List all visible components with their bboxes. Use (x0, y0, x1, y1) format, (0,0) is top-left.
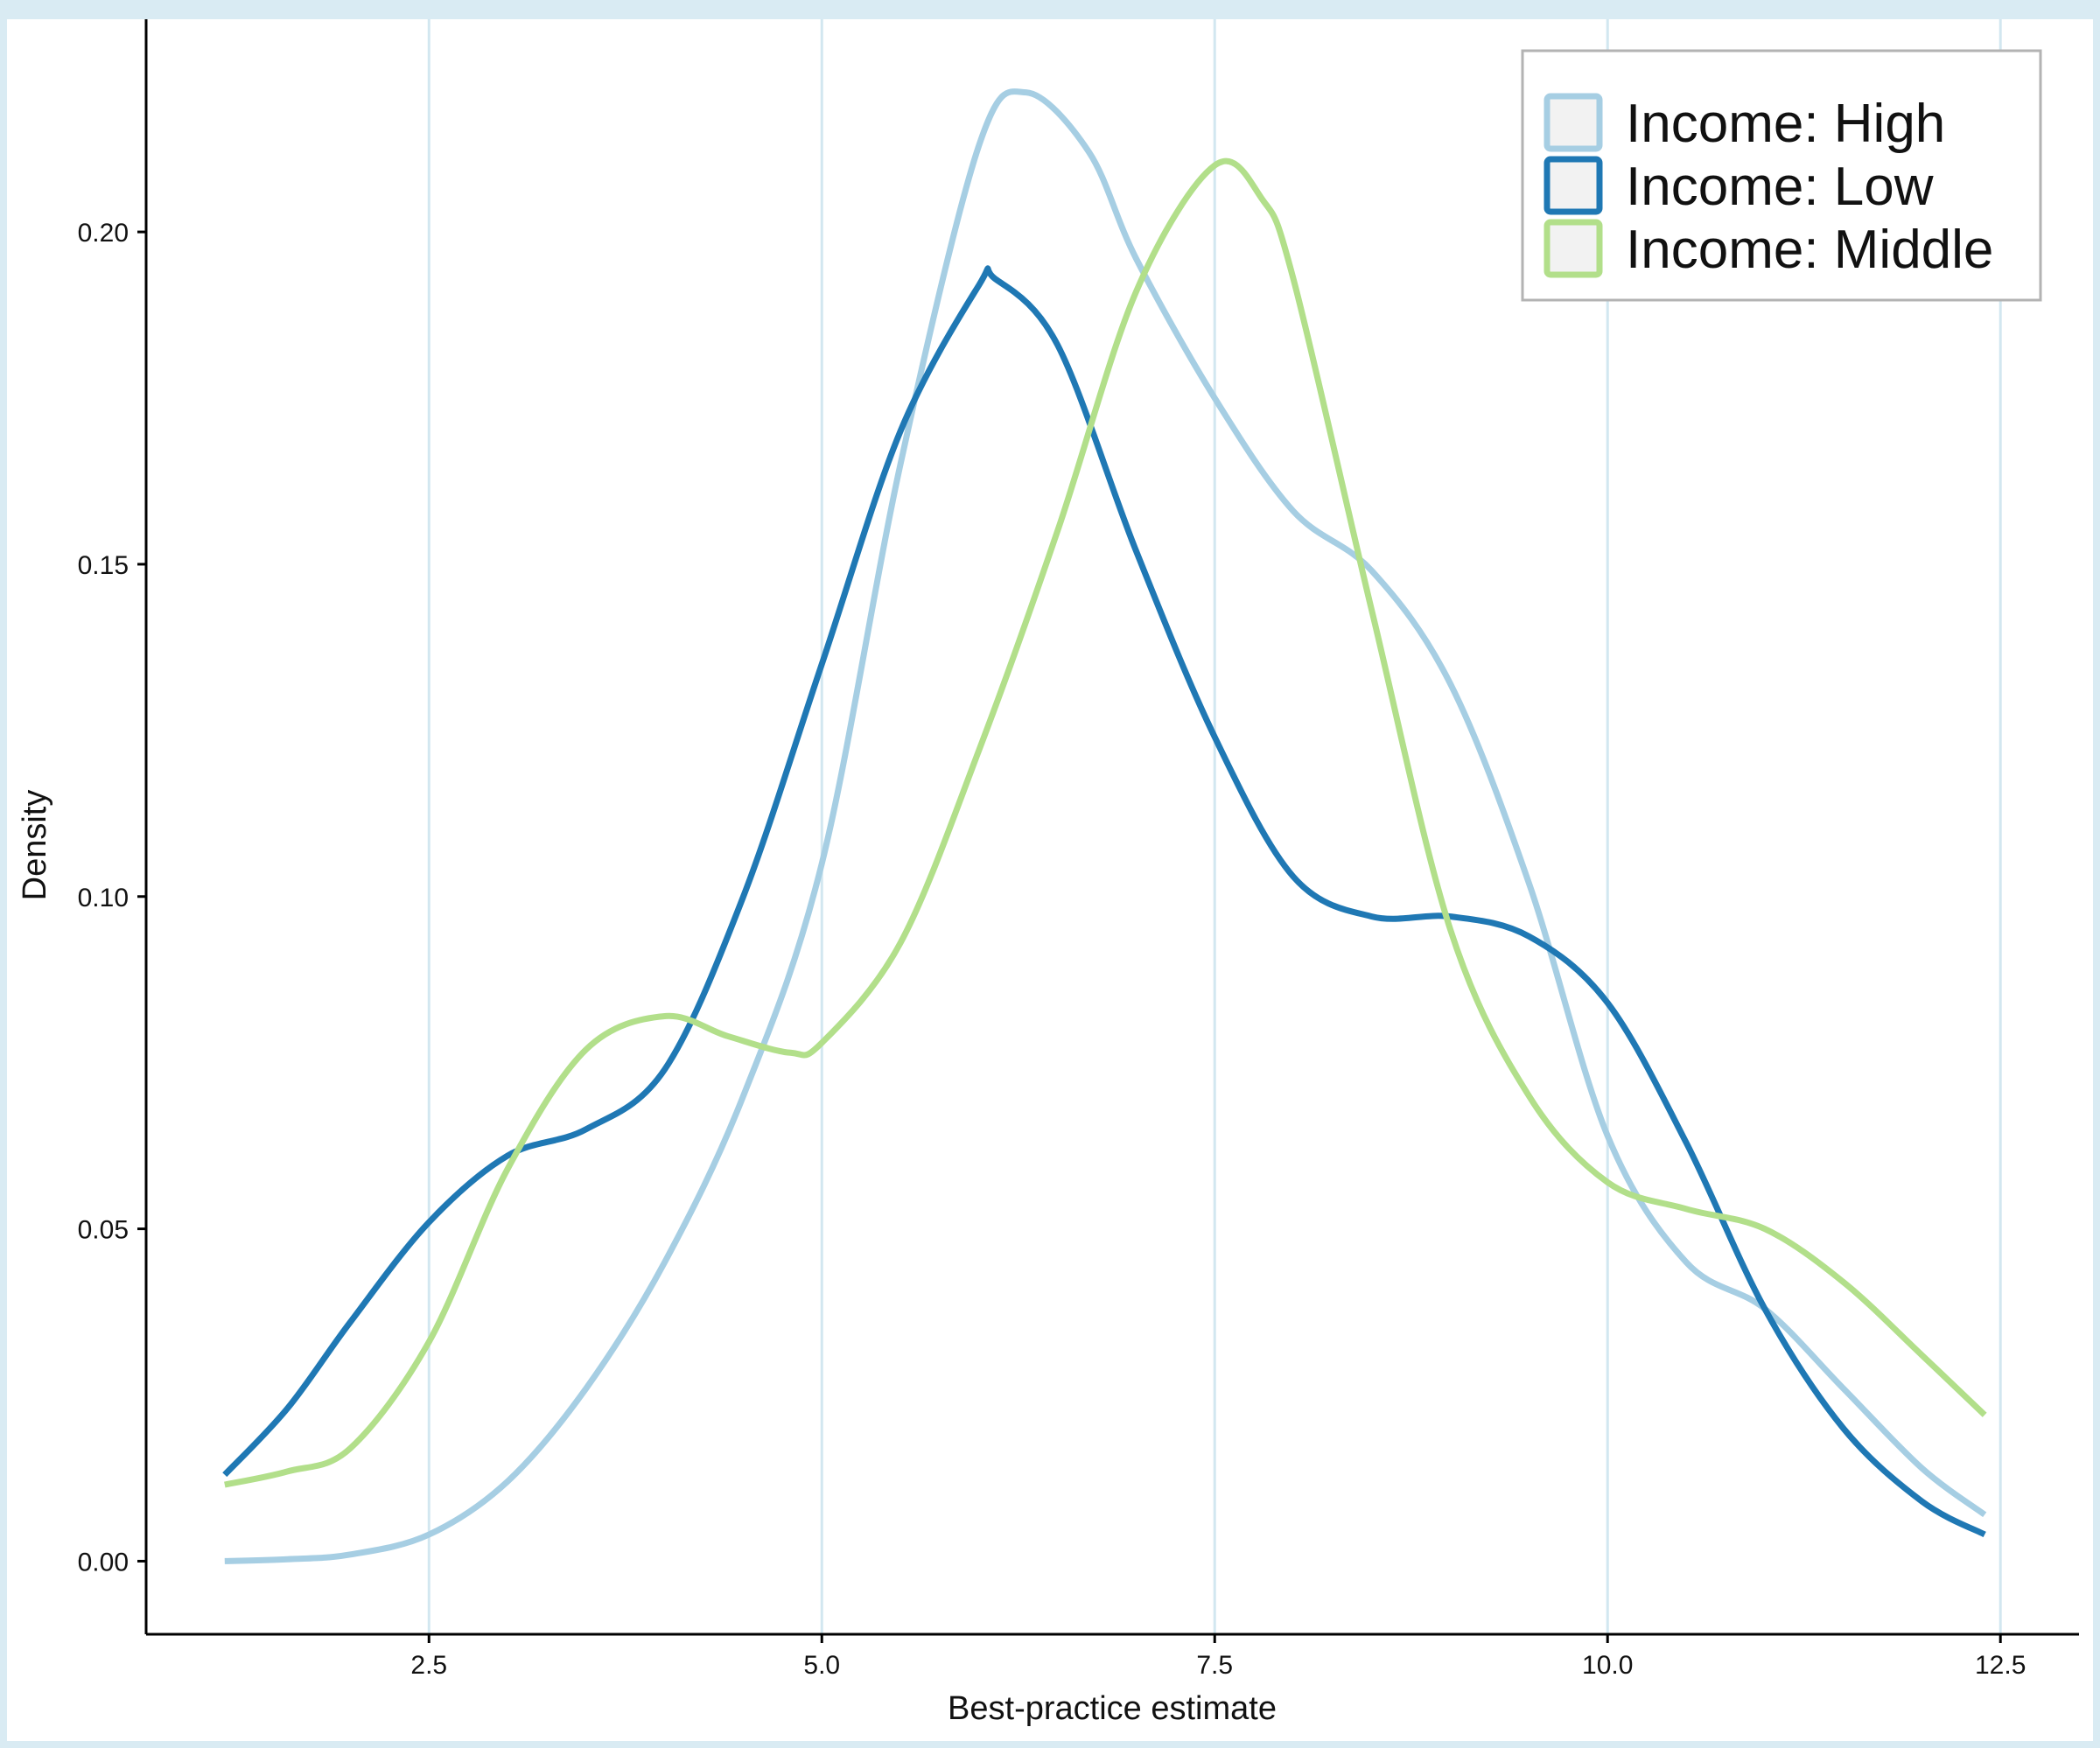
series-line-income-middle (224, 157, 1987, 1488)
legend-key-income-middle (1544, 219, 1603, 278)
x-axis-title: Best-practice estimate (948, 1690, 1277, 1727)
plot-background (7, 19, 2093, 1741)
legend-box (1521, 49, 2042, 302)
y-axis-title: Density (17, 790, 53, 901)
x-tick-label: 5.0 (803, 1651, 840, 1680)
x-tick-label: 2.5 (410, 1651, 447, 1680)
x-tick-label: 12.5 (1975, 1651, 2026, 1680)
legend-label-income-middle: Income: Middle (1626, 220, 1993, 280)
x-tick-label: 7.5 (1196, 1651, 1233, 1680)
y-tick-label: 0.05 (78, 1216, 129, 1245)
series-line-income-low (222, 265, 1986, 1538)
legend-label-income-high: Income: High (1626, 94, 1945, 154)
x-tick-label: 10.0 (1582, 1651, 1633, 1680)
y-tick-label: 0.10 (78, 884, 129, 912)
axes: 2.5 5.0 7.5 10.0 12.5 0.00 0.05 0.10 0.15 0.20 (78, 19, 2079, 1680)
legend-label-income-low: Income: Low (1626, 157, 1934, 217)
y-tick-label: 0.15 (78, 551, 129, 580)
y-tick-label: 0.00 (78, 1548, 129, 1577)
legend-key-income-high (1544, 93, 1603, 152)
series-line-income-high (224, 88, 1987, 1564)
y-tick-label: 0.20 (78, 219, 129, 248)
legend-key-income-low (1544, 156, 1603, 215)
series-lines (222, 88, 1987, 1564)
